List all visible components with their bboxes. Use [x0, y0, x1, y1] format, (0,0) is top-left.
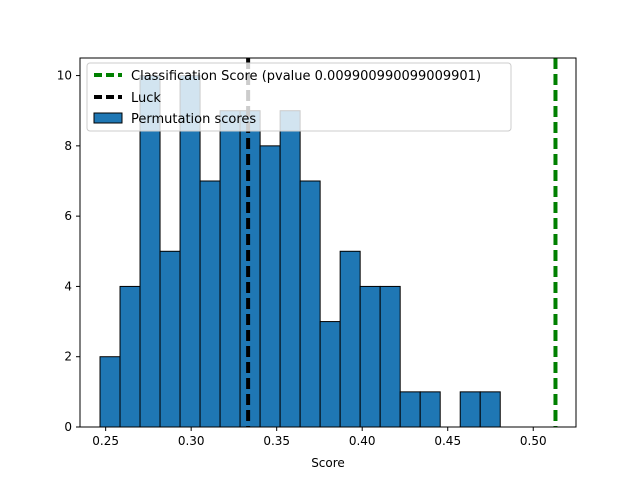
x-axis-label: Score — [311, 456, 345, 470]
histogram-bar — [359, 285, 381, 428]
y-tick-label: 10 — [57, 69, 72, 83]
histogram-bar — [379, 285, 401, 428]
y-tick-label: 8 — [64, 139, 72, 153]
x-tick-label: 0.50 — [520, 434, 547, 448]
histogram-bar — [219, 110, 241, 428]
axes-frame — [79, 57, 577, 428]
legend-label-luck: Luck — [131, 91, 161, 106]
histogram-bar — [399, 391, 421, 428]
histogram-bar — [119, 285, 141, 428]
y-tick-label: 6 — [64, 209, 72, 223]
histogram-bar — [459, 391, 481, 428]
legend: Classification Score (pvalue 0.009900990… — [86, 62, 512, 132]
histogram-bar — [159, 250, 181, 428]
histogram-bar — [279, 110, 301, 428]
y-tick-label: 2 — [64, 350, 72, 364]
histogram-bars — [99, 75, 501, 428]
x-tick-label: 0.40 — [349, 434, 376, 448]
legend-swatch-permutation-scores — [93, 112, 123, 124]
x-axis-ticks: 0.25 0.30 0.35 0.40 0.45 0.50 — [92, 427, 547, 448]
y-tick-label: 4 — [64, 279, 72, 293]
y-tick-label: 0 — [64, 420, 72, 434]
histogram-bar — [419, 391, 441, 428]
reference-lines — [246, 58, 558, 427]
x-tick-label: 0.30 — [178, 434, 205, 448]
histogram-bar — [479, 391, 501, 428]
histogram-bar — [319, 321, 341, 428]
legend-label-permutation-scores: Permutation scores — [131, 112, 256, 127]
histogram-bar — [199, 180, 221, 428]
legend-box — [86, 62, 512, 132]
legend-label-classification-score: Classification Score (pvalue 0.009900990… — [131, 69, 481, 84]
x-tick-label: 0.35 — [263, 434, 290, 448]
histogram-bar — [99, 356, 121, 428]
x-tick-label: 0.45 — [434, 434, 461, 448]
histogram-bar — [299, 180, 321, 428]
y-axis-ticks: 0 2 4 6 8 10 — [57, 69, 80, 434]
histogram-bar — [339, 250, 361, 428]
histogram-bar — [259, 145, 281, 428]
x-tick-label: 0.25 — [92, 434, 119, 448]
